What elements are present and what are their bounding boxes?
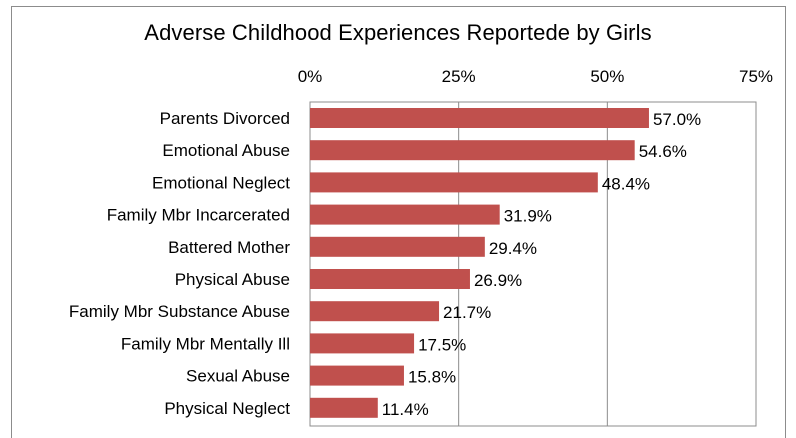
data-label: 48.4% [602,174,650,193]
bar [310,108,649,128]
x-tick-label: 25% [442,67,476,86]
bar [310,397,378,418]
category-label: Battered Mother [168,238,290,257]
category-label: Family Mbr Mentally Ill [121,334,290,353]
bar [310,269,470,289]
category-label: Physical Neglect [164,399,290,418]
data-label: 15.8% [408,368,456,387]
x-tick-label: 75% [739,67,773,86]
data-label: 26.9% [474,271,522,290]
x-tick-label: 0% [298,67,323,86]
chart-title: Adverse Childhood Experiences Reportede … [144,20,652,45]
data-label: 57.0% [653,110,701,129]
data-label: 21.7% [443,303,491,322]
bar [310,140,635,161]
data-label: 17.5% [418,335,466,354]
bar [310,333,415,354]
category-label: Parents Divorced [160,109,290,128]
category-label: Family Mbr Substance Abuse [69,302,290,321]
bar [310,236,485,257]
category-label: Sexual Abuse [186,367,290,386]
bar [310,365,404,386]
category-label: Emotional Neglect [152,173,290,192]
category-label: Family Mbr Incarcerated [107,206,290,225]
x-tick-label: 50% [590,67,624,86]
bar [310,301,440,322]
bar [310,172,598,193]
category-label: Emotional Abuse [162,141,290,160]
bar [310,204,500,225]
category-label: Physical Abuse [175,270,290,289]
data-label: 54.6% [639,142,687,161]
data-label: 29.4% [489,239,537,258]
data-label: 11.4% [382,400,429,419]
data-label: 31.9% [504,207,552,226]
